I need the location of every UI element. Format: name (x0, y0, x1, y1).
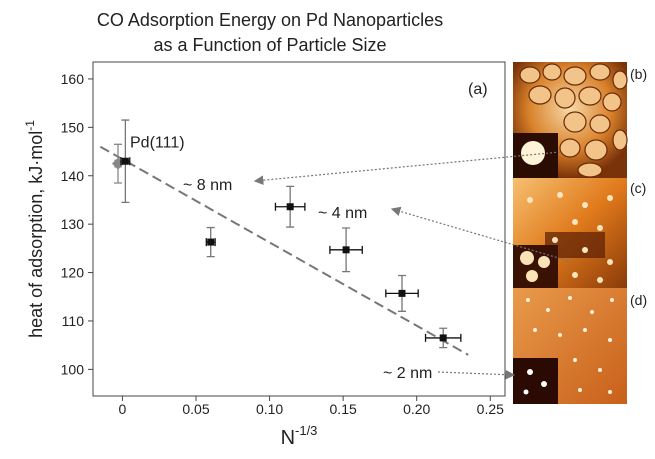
annotation: (a) (468, 81, 488, 98)
x-axis-label-main: N (281, 427, 295, 449)
x-tick-label: 0.05 (182, 401, 209, 417)
y-axis-label-main: heat of adsorption, kJ·mol (26, 131, 46, 338)
x-tick-label: 0.25 (477, 401, 504, 417)
x-tick-label: 0.15 (330, 401, 357, 417)
arrows (253, 151, 573, 380)
x-tick-label: 0 (119, 401, 127, 417)
y-axis-label-sup: -1 (23, 120, 37, 131)
point (342, 246, 350, 254)
y-tick-label: 100 (61, 361, 85, 377)
chart-title: as a Function of Particle Size (153, 35, 386, 55)
plot-frame (92, 61, 506, 397)
x-tick-label: 0.20 (403, 401, 430, 417)
annotation: ~ 8 nm (183, 177, 232, 194)
series-label: Pd(111) (130, 135, 185, 152)
y-tick-label: 140 (61, 168, 85, 184)
y-tick-label: 130 (61, 216, 85, 232)
y-tick-label: 110 (62, 313, 85, 329)
fit-line (99, 145, 469, 356)
point (286, 203, 294, 211)
point (398, 289, 406, 297)
y-tick-label: 120 (61, 265, 85, 281)
panel-label: (c) (630, 180, 646, 196)
chart-title: CO Adsorption Energy on Pd Nanoparticles (97, 10, 443, 30)
image-b (513, 62, 628, 178)
annotation: ~ 4 nm (318, 205, 367, 222)
panel-label: (b) (630, 66, 647, 82)
image-c (513, 178, 627, 288)
annotation: ~ 2 nm (383, 365, 432, 382)
y-tick-label: 160 (61, 71, 85, 87)
y-axis-label: heat of adsorption, kJ·mol-1 (23, 120, 46, 338)
point (121, 157, 129, 165)
x-tick-label: 0.10 (256, 401, 283, 417)
x-axis-label: N-1/3 (281, 423, 318, 449)
y-tick-label: 150 (61, 119, 85, 135)
panel-label: (d) (630, 292, 647, 308)
point (207, 238, 215, 246)
x-axis-label-sup: -1/3 (295, 423, 317, 438)
point (439, 334, 447, 342)
image-d (513, 288, 627, 404)
